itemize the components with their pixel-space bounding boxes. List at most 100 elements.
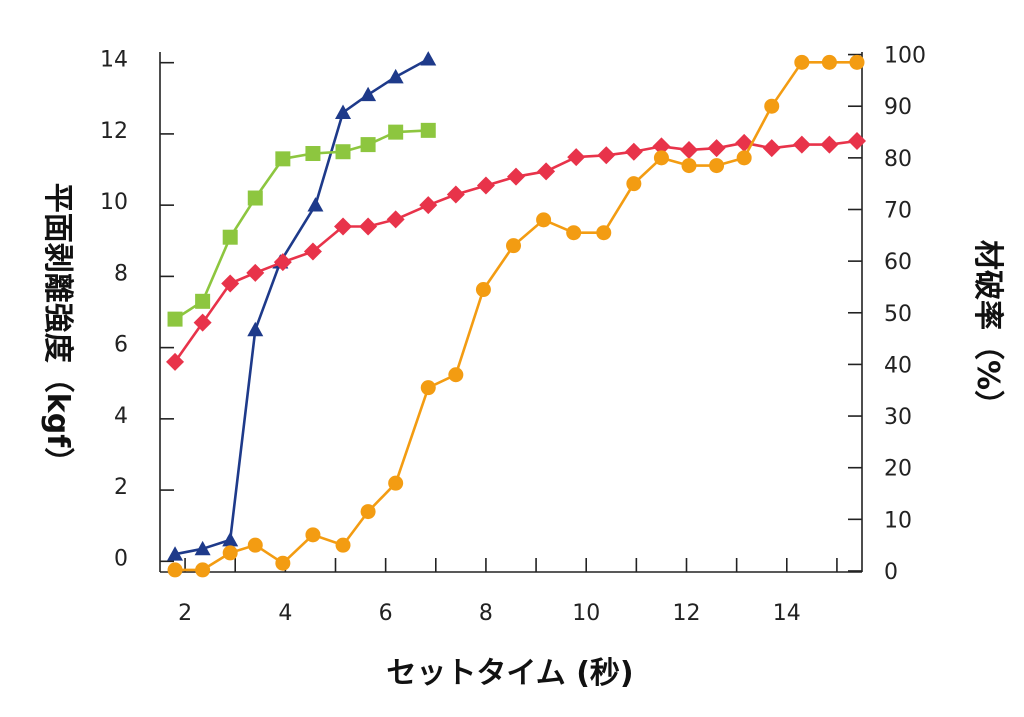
data-point-square	[195, 293, 211, 309]
axes	[159, 52, 863, 573]
data-point-diamond	[246, 263, 265, 282]
data-point-circle	[821, 54, 837, 70]
y-left-tick-label: 8	[114, 261, 128, 286]
series-circle	[167, 54, 865, 578]
data-point-circle	[709, 158, 725, 174]
y-right-tick-label: 20	[884, 457, 912, 482]
data-point-circle	[475, 282, 491, 298]
y-left-tick-label: 6	[114, 333, 128, 358]
data-point-square	[275, 151, 291, 167]
data-point-triangle	[167, 546, 184, 561]
data-point-diamond	[193, 313, 212, 332]
data-point-circle	[566, 225, 582, 241]
data-point-diamond	[303, 242, 322, 261]
data-point-circle	[305, 527, 321, 543]
x-tick-label: 8	[479, 601, 493, 626]
data-point-diamond	[334, 217, 353, 236]
data-point-circle	[420, 380, 436, 396]
y-right-tick-label: 0	[884, 560, 898, 585]
series-line	[175, 60, 857, 572]
x-tick-label: 2	[178, 601, 192, 626]
data-point-square	[360, 137, 376, 153]
y-axis-left-title: 平面剥離強度（kgf）	[40, 183, 75, 477]
data-point-triangle	[194, 540, 211, 556]
data-point-circle	[736, 150, 752, 166]
data-point-triangle	[335, 104, 352, 119]
data-point-circle	[536, 212, 552, 228]
data-point-circle	[764, 98, 780, 114]
data-point-circle	[596, 225, 612, 241]
data-point-diamond	[792, 135, 811, 154]
data-point-triangle	[420, 51, 437, 66]
data-point-diamond	[762, 139, 781, 158]
y-left-tick-label: 14	[100, 48, 128, 73]
data-point-circle	[653, 150, 669, 166]
y-right-tick-label: 50	[884, 302, 912, 327]
data-point-circle	[506, 238, 522, 254]
data-point-diamond	[847, 132, 866, 151]
y-right-tick-label: 10	[884, 508, 912, 533]
data-point-diamond	[507, 167, 526, 186]
y-right-tick-label: 80	[884, 147, 912, 172]
x-tick-label: 4	[278, 601, 292, 626]
data-point-diamond	[221, 274, 240, 293]
series-diamond	[166, 132, 866, 371]
y-left-tick-label: 10	[100, 190, 128, 215]
data-point-diamond	[166, 352, 185, 371]
data-point-circle	[794, 54, 810, 70]
data-point-triangle	[387, 68, 404, 84]
data-point-triangle	[247, 321, 264, 337]
data-point-square	[247, 190, 263, 206]
series-line	[174, 129, 429, 321]
y-right-tick-label: 60	[884, 250, 912, 275]
x-tick-label: 10	[572, 601, 600, 626]
series-line	[174, 57, 429, 556]
data-point-circle	[247, 537, 263, 553]
data-point-circle	[388, 475, 404, 491]
data-point-diamond	[820, 135, 839, 154]
data-point-diamond	[359, 217, 378, 236]
x-tick-label: 14	[773, 601, 801, 626]
data-point-square	[167, 311, 183, 327]
y-right-tick-label: 70	[884, 198, 912, 223]
data-point-diamond	[735, 133, 754, 152]
data-point-triangle	[307, 197, 324, 212]
data-point-circle	[681, 158, 697, 174]
y-left-tick-label: 0	[114, 546, 128, 571]
data-point-square	[420, 122, 436, 138]
data-point-square	[222, 229, 238, 245]
data-point-triangle	[360, 86, 377, 102]
data-point-triangle	[222, 531, 239, 547]
y-right-tick-label: 40	[884, 353, 912, 378]
data-point-circle	[448, 367, 464, 383]
data-point-diamond	[476, 176, 495, 195]
y-left-tick-label: 4	[114, 404, 128, 429]
data-point-square	[335, 144, 351, 160]
data-point-circle	[275, 555, 291, 571]
data-point-diamond	[273, 253, 292, 272]
x-tick-label: 12	[673, 601, 701, 626]
data-point-diamond	[567, 148, 586, 167]
data-point-diamond	[652, 137, 671, 156]
x-axis-title: セットタイム (秒)	[386, 656, 633, 691]
data-point-circle	[222, 545, 238, 561]
series-layer	[166, 51, 866, 578]
data-point-diamond	[707, 139, 726, 158]
y-axis-right-title: 材破率（%）	[970, 240, 1005, 420]
data-point-circle	[849, 54, 865, 70]
series-square	[167, 122, 436, 327]
y-right-tick-label: 30	[884, 405, 912, 430]
y-left-tick-label: 2	[114, 475, 128, 500]
y-right-tick-label: 90	[884, 95, 912, 120]
data-point-diamond	[537, 162, 556, 181]
data-point-square	[388, 124, 404, 140]
data-point-circle	[167, 562, 183, 578]
data-point-diamond	[446, 185, 465, 204]
data-point-diamond	[597, 146, 616, 165]
data-point-square	[305, 146, 321, 162]
data-point-diamond	[680, 140, 699, 159]
data-point-circle	[360, 504, 376, 520]
ticks: 2 4 6 8 10 12 14 0 2 4 6 8 10 12 14 0 10 20 30 40 50 60 70 80 90…	[100, 44, 926, 626]
data-point-diamond	[419, 196, 438, 215]
